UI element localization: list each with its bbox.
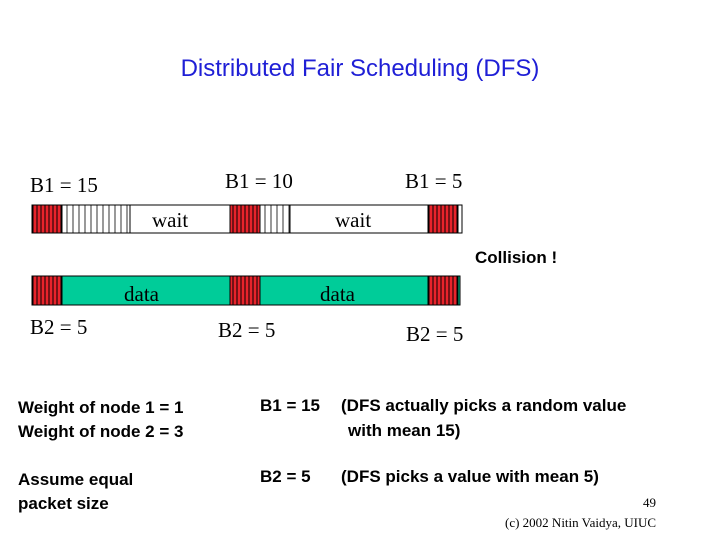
collision-label: Collision ! bbox=[475, 248, 558, 267]
weight-node1: Weight of node 1 = 1 bbox=[18, 398, 184, 417]
node1-red-slot-2 bbox=[229, 204, 261, 234]
page-number: 49 bbox=[643, 495, 656, 510]
b1-equation: B1 = 15 bbox=[260, 396, 321, 415]
data-label-first: data bbox=[124, 282, 159, 306]
wait-label-second: wait bbox=[335, 208, 372, 232]
assume-line2: packet size bbox=[18, 494, 109, 513]
data-label-second: data bbox=[320, 282, 355, 306]
slide-title: Distributed Fair Scheduling (DFS) bbox=[180, 55, 540, 82]
b2-label-third: B2 = 5 bbox=[406, 322, 464, 346]
b2-label-second: B2 = 5 bbox=[218, 318, 276, 342]
node2-red-slot-1 bbox=[31, 275, 63, 306]
node1-red-slot-1 bbox=[31, 204, 63, 234]
b2-label-first: B2 = 5 bbox=[30, 315, 88, 339]
node1-backoff-2 bbox=[259, 204, 291, 234]
b2-description: (DFS picks a value with mean 5) bbox=[341, 467, 599, 486]
assume-line1: Assume equal bbox=[18, 470, 134, 489]
b1-description-line2: with mean 15) bbox=[348, 421, 461, 440]
node1-red-slot-3 bbox=[427, 204, 459, 234]
b2-equation: B2 = 5 bbox=[260, 467, 311, 486]
copyright: (c) 2002 Nitin Vaidya, UIUC bbox=[505, 515, 657, 530]
b1-description-line1: (DFS actually picks a random value bbox=[341, 396, 627, 415]
node2-red-slot-2 bbox=[229, 275, 261, 306]
b1-label-third: B1 = 5 bbox=[405, 169, 463, 193]
node1-backoff-1 bbox=[61, 204, 131, 234]
wait-label-first: wait bbox=[152, 208, 189, 232]
b1-label-second: B1 = 10 bbox=[225, 169, 293, 193]
b1-label-first: B1 = 15 bbox=[30, 173, 98, 197]
node2-red-slot-3 bbox=[427, 275, 459, 306]
node2-timeline bbox=[31, 275, 461, 306]
weight-node2: Weight of node 2 = 3 bbox=[18, 422, 184, 441]
node1-timeline bbox=[31, 204, 463, 234]
